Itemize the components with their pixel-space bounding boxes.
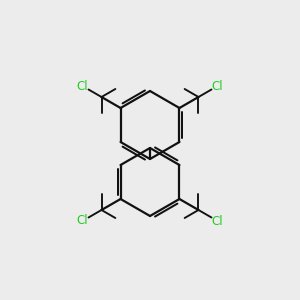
Text: Cl: Cl (212, 214, 224, 227)
Text: Cl: Cl (212, 80, 224, 92)
Text: Cl: Cl (76, 214, 88, 227)
Text: Cl: Cl (76, 80, 88, 92)
